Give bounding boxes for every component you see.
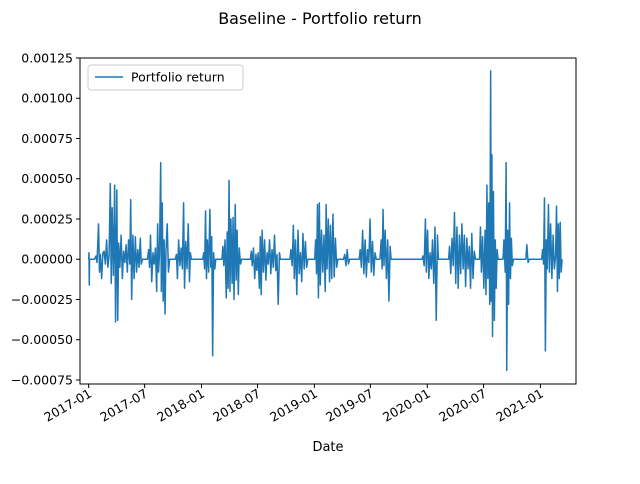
x-axis-label: Date xyxy=(312,440,343,455)
y-tick-label: 0.00000 xyxy=(21,252,73,267)
y-tick-label: −0.00050 xyxy=(11,332,73,347)
legend-label: Portfolio return xyxy=(131,70,225,85)
y-tick-label: −0.00025 xyxy=(11,292,73,307)
legend-box xyxy=(87,64,244,91)
y-tick-label: 0.00025 xyxy=(21,211,73,226)
y-tick-label: 0.00125 xyxy=(21,51,73,66)
y-tick-label: 0.00075 xyxy=(21,131,73,146)
y-tick-label: −0.00075 xyxy=(11,372,73,387)
y-tick-label: 0.00050 xyxy=(21,171,73,186)
series-line xyxy=(87,70,563,372)
legend: Portfolio return xyxy=(87,64,244,91)
y-axis: −0.00075 −0.00050 −0.00025 0.00000 0.00025 0.… xyxy=(11,51,80,387)
chart-title: Baseline - Portfolio return xyxy=(218,9,422,28)
y-tick-label: 0.00100 xyxy=(21,91,73,106)
plot-frame xyxy=(79,57,577,385)
series-layer xyxy=(87,70,563,372)
